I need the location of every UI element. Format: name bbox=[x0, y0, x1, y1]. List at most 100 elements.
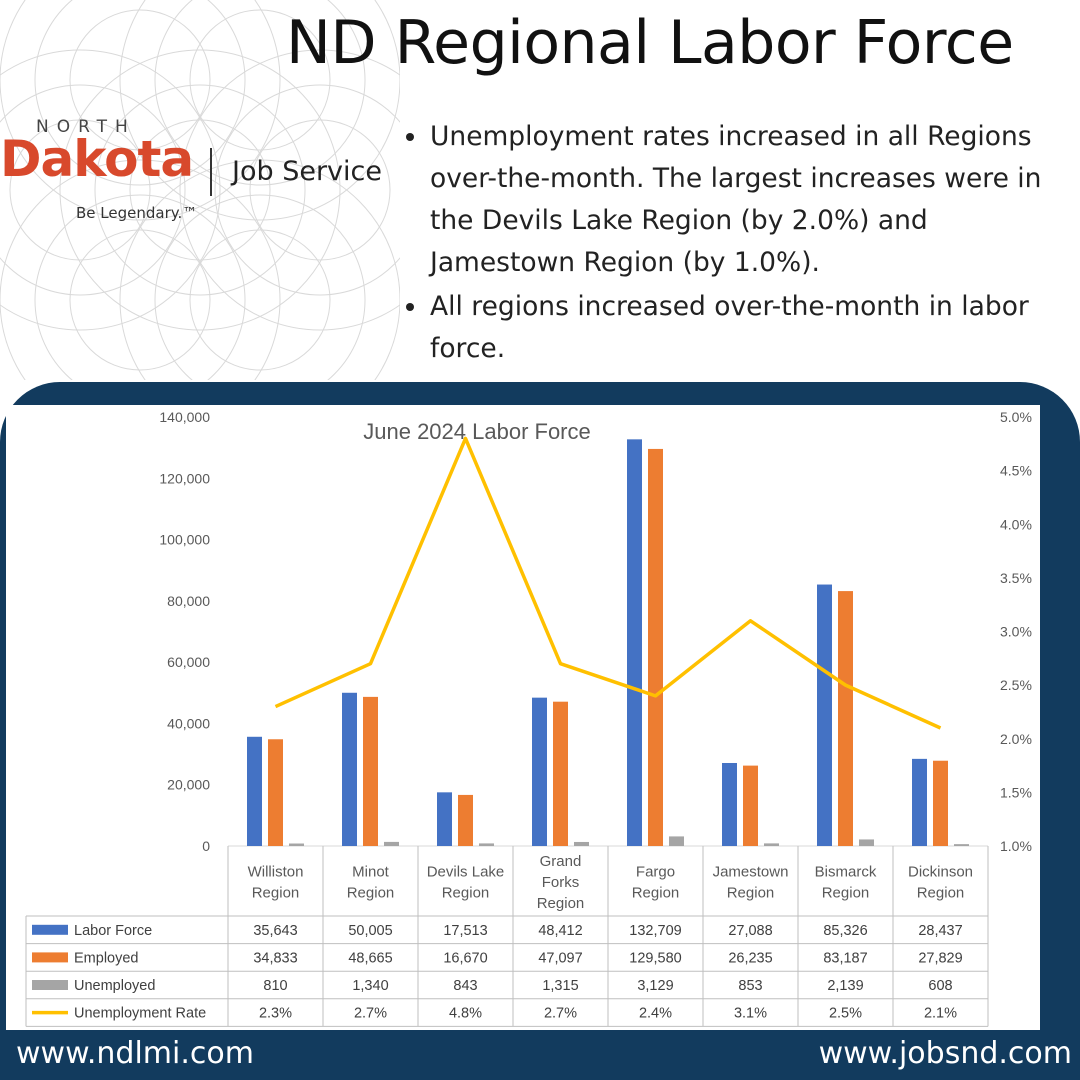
data-table-value: 843 bbox=[453, 978, 477, 994]
job-service-logo: NORTH Dakota Job Service Be Legendary.™ bbox=[0, 112, 400, 232]
data-table-value: 2,139 bbox=[827, 978, 863, 994]
logo-tagline: Be Legendary.™ bbox=[76, 204, 198, 222]
y-right-tick-label: 5.0% bbox=[1000, 409, 1032, 425]
data-table-value: 132,709 bbox=[629, 923, 681, 939]
bar-unemployed bbox=[479, 843, 494, 846]
data-table-value: 34,833 bbox=[253, 950, 297, 966]
y-left-tick-label: 100,000 bbox=[159, 532, 210, 548]
bar-employed bbox=[743, 765, 758, 846]
data-table-value: 2.7% bbox=[354, 1006, 387, 1022]
y-right-tick-label: 1.0% bbox=[1000, 838, 1032, 854]
y-left-tick-label: 60,000 bbox=[167, 654, 210, 670]
legend-key bbox=[32, 952, 68, 963]
decorative-arc bbox=[0, 0, 281, 221]
bar-labor-force bbox=[627, 439, 642, 846]
data-table-value: 2.4% bbox=[639, 1006, 672, 1022]
decorative-arc bbox=[189, 9, 331, 151]
x-category-label: Region bbox=[632, 885, 680, 902]
data-table-value: 1,315 bbox=[542, 978, 578, 994]
decorative-arc bbox=[0, 84, 186, 296]
y-left-tick-label: 140,000 bbox=[159, 409, 210, 425]
decorative-arc bbox=[0, 159, 281, 380]
decorative-arc bbox=[214, 84, 400, 296]
decorative-arc bbox=[189, 229, 331, 371]
x-category-label: Devils Lake bbox=[427, 864, 505, 881]
footer-link-ndlmi[interactable]: www.ndlmi.com bbox=[16, 1036, 254, 1071]
bar-unemployed bbox=[669, 836, 684, 846]
data-table-value: 129,580 bbox=[629, 950, 681, 966]
decorative-arc bbox=[249, 119, 391, 261]
data-table-value: 608 bbox=[928, 978, 952, 994]
line-unemployment-rate bbox=[274, 436, 942, 730]
x-category-label: Region bbox=[917, 885, 965, 902]
decorative-arc bbox=[34, 194, 246, 380]
bar-labor-force bbox=[247, 736, 262, 846]
data-table-value: 48,665 bbox=[348, 950, 392, 966]
data-table-value: 26,235 bbox=[728, 950, 772, 966]
bar-unemployed bbox=[764, 843, 779, 846]
data-table-value: 27,088 bbox=[728, 923, 772, 939]
x-category-label: Region bbox=[252, 885, 300, 902]
x-category-label: Williston bbox=[248, 864, 304, 881]
bar-unemployed bbox=[954, 844, 969, 846]
bar-employed bbox=[838, 591, 853, 846]
decorative-arc bbox=[59, 49, 341, 331]
x-category-label: Region bbox=[442, 885, 490, 902]
decorative-arc bbox=[154, 194, 366, 380]
legend-label: Employed bbox=[74, 950, 138, 966]
logo-service-text: Job Service bbox=[232, 156, 382, 187]
data-table-value: 83,187 bbox=[823, 950, 867, 966]
decorative-arc bbox=[94, 84, 306, 296]
data-table-value: 853 bbox=[738, 978, 762, 994]
y-left-tick-label: 120,000 bbox=[159, 470, 210, 486]
bullet-item: All regions increased over-the-month in … bbox=[402, 286, 1072, 370]
data-table-value: 3,129 bbox=[637, 978, 673, 994]
decorative-arc bbox=[0, 49, 221, 331]
data-table-value: 17,513 bbox=[443, 923, 487, 939]
bar-employed bbox=[268, 739, 283, 846]
summary-bullets: Unemployment rates increased in all Regi… bbox=[402, 116, 1072, 372]
data-table-value: 1,340 bbox=[352, 978, 388, 994]
labor-force-chart: 0 20,000 40,000 60,000 80,000 100,000 120,000 1… bbox=[25, 409, 1032, 1027]
decorative-arc bbox=[179, 49, 400, 331]
logo-north-text: NORTH bbox=[36, 117, 136, 137]
bar-employed bbox=[363, 696, 378, 846]
data-table-value: 50,005 bbox=[348, 923, 392, 939]
decorative-arc bbox=[69, 229, 211, 371]
y-right-tick-label: 4.0% bbox=[1000, 516, 1032, 532]
y-right-tick-label: 3.0% bbox=[1000, 624, 1032, 640]
data-table-value: 28,437 bbox=[918, 923, 962, 939]
x-category-label: Fargo bbox=[636, 864, 675, 881]
bullet-item: Unemployment rates increased in all Regi… bbox=[402, 116, 1072, 284]
y-right-tick-label: 2.5% bbox=[1000, 677, 1032, 693]
data-table-value: 27,829 bbox=[918, 950, 962, 966]
legend-key bbox=[32, 980, 68, 990]
bar-labor-force bbox=[722, 762, 737, 846]
data-table-value: 16,670 bbox=[443, 950, 487, 966]
chart-panel: 0 20,000 40,000 60,000 80,000 100,000 120,000 1… bbox=[6, 405, 1040, 1030]
footer-link-jobsnd[interactable]: www.jobsnd.com bbox=[818, 1036, 1072, 1071]
data-table-value: 48,412 bbox=[538, 923, 582, 939]
x-category-label: Minot bbox=[352, 864, 390, 881]
data-table-value: 4.8% bbox=[449, 1006, 482, 1022]
data-table-value: 85,326 bbox=[823, 923, 867, 939]
y-right-tick-label: 3.5% bbox=[1000, 570, 1032, 586]
bar-employed bbox=[648, 448, 663, 846]
x-category-label: Dickinson bbox=[908, 864, 973, 881]
x-category-label: Grand bbox=[540, 853, 582, 870]
x-category-label: Jamestown bbox=[713, 864, 789, 881]
legend-key bbox=[32, 924, 68, 935]
data-table-value: 2.3% bbox=[259, 1006, 292, 1022]
y-right-tick-label: 1.5% bbox=[1000, 784, 1032, 800]
data-table-value: 810 bbox=[263, 978, 287, 994]
logo-divider bbox=[210, 148, 212, 196]
bar-employed bbox=[933, 760, 948, 846]
decorative-arcs bbox=[0, 0, 400, 380]
decorative-arc bbox=[119, 159, 400, 380]
x-category-label: Forks bbox=[542, 874, 580, 891]
y-left-tick-label: 0 bbox=[202, 838, 210, 854]
y-left-tick-label: 80,000 bbox=[167, 593, 210, 609]
bar-labor-force bbox=[817, 584, 832, 846]
bar-unemployed bbox=[859, 839, 874, 846]
bar-unemployed bbox=[384, 841, 399, 846]
